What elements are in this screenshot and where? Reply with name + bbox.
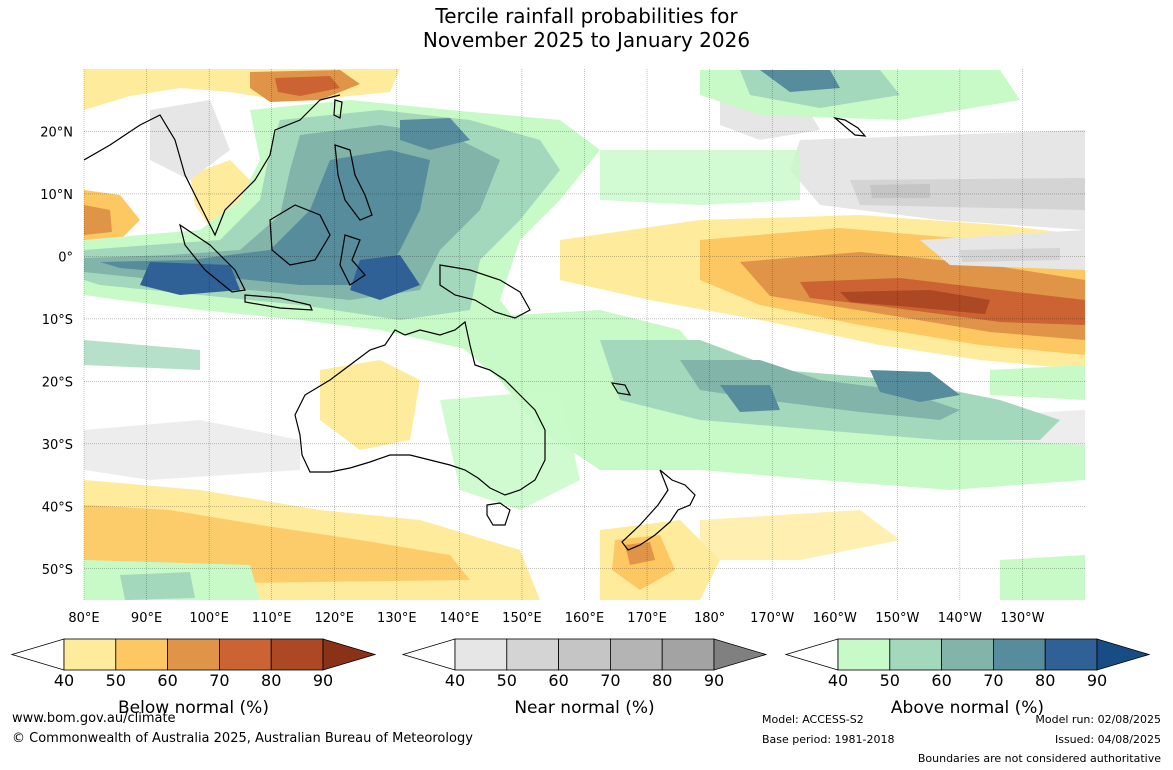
- title-line-1: Tercile rainfall probabilities for: [435, 4, 738, 28]
- longitude-label: 130°E: [377, 611, 417, 626]
- longitude-labels: 80°E 90°E 100°E 110°E 120°E 130°E 140°E 150°E 16…: [68, 611, 1044, 626]
- longitude-label: 130°W: [1000, 611, 1044, 626]
- website-text: www.bom.gov.au/climate: [12, 711, 176, 726]
- colorbar-above: 40 50 60 70 80 90 Above normal (%): [784, 638, 1151, 718]
- colorbar-segment: [993, 638, 1046, 671]
- colorbar-segment: [506, 638, 559, 671]
- issued-text: Issued: 04/08/2025: [1054, 733, 1161, 746]
- latitude-label: 0°: [58, 250, 73, 265]
- colorbar-tick-label: 90: [1087, 671, 1107, 690]
- colorbar-tick-label: 80: [1035, 671, 1055, 690]
- colorbar-segment: [610, 638, 663, 671]
- colorbar-tick-label: 90: [704, 671, 724, 690]
- longitude-label: 150°W: [875, 611, 919, 626]
- graticule: [83, 69, 1085, 600]
- longitude-label: 170°E: [627, 611, 667, 626]
- latitude-labels: 20°N 10°N 0° 10°S 20°S 30°S 40°S 50°S: [40, 125, 73, 577]
- colorbar-tick-label: 50: [880, 671, 900, 690]
- latitude-label: 10°N: [40, 188, 73, 203]
- model-text: Model: ACCESS-S2: [762, 713, 864, 726]
- colorbar-tick-label: 50: [106, 671, 126, 690]
- colorbar-near: 40 50 60 70 80 90 Near normal (%): [401, 638, 768, 718]
- latitude-label: 20°S: [42, 375, 73, 390]
- longitude-label: 110°E: [252, 611, 292, 626]
- longitude-label: 140°E: [440, 611, 480, 626]
- colorbar-tick-label: 40: [54, 671, 74, 690]
- colorbar-high-extension: [713, 638, 768, 671]
- colorbar-segment: [218, 638, 272, 671]
- tasmania-coastline: [486, 502, 511, 526]
- colorbar-title: Near normal (%): [514, 698, 654, 718]
- fiji-coastline: [610, 382, 632, 396]
- longitude-label: 150°E: [502, 611, 542, 626]
- colorbar-tick-label: 60: [548, 671, 568, 690]
- sulawesi-coastline: [339, 234, 366, 286]
- legends: 40 50 60 70 80 90 Below normal (%) 40 50 60 70 80 90…: [10, 638, 1151, 718]
- colorbar-segment: [167, 638, 220, 671]
- hawaii-coastline: [832, 116, 867, 137]
- latitude-label: 10°S: [42, 313, 73, 328]
- colorbar-tick-label: 60: [157, 671, 177, 690]
- near-normal-areas: [84, 95, 1085, 480]
- colorbar-low-extension: [401, 638, 456, 671]
- colorbar-segment: [661, 638, 715, 671]
- latitude-label: 20°N: [40, 125, 73, 140]
- base-period-text: Base period: 1981-2018: [762, 733, 895, 746]
- latitude-label: 40°S: [42, 500, 73, 515]
- colorbar-tick-label: 70: [600, 671, 620, 690]
- colorbar-segment: [837, 638, 891, 671]
- colorbar-segment: [941, 638, 994, 671]
- coastlines: [84, 94, 867, 551]
- colorbar-segment: [115, 638, 169, 671]
- title-line-2: November 2025 to January 2026: [422, 28, 751, 52]
- disclaimer-text: Boundaries are not considered authoritat…: [917, 752, 1161, 765]
- colorbar-tick-label: 40: [445, 671, 465, 690]
- new-guinea-coastline: [439, 264, 531, 319]
- borneo-coastline: [269, 204, 331, 266]
- colorbar-tick-label: 70: [209, 671, 229, 690]
- philippines-coastline: [334, 144, 373, 221]
- colorbar-tick-label: 70: [983, 671, 1003, 690]
- colorbar-title: Below normal (%): [118, 698, 269, 718]
- colorbar-tick-label: 50: [497, 671, 517, 690]
- colorbar-below: 40 50 60 70 80 90 Below normal (%): [10, 638, 377, 718]
- colorbar-low-extension: [784, 638, 839, 671]
- longitude-label: 160°E: [565, 611, 605, 626]
- colorbar-title: Above normal (%): [891, 698, 1044, 718]
- colorbar-segment: [889, 638, 942, 671]
- colorbar-segment: [1044, 638, 1098, 671]
- asia-coastline: [84, 94, 341, 237]
- longitude-label: 170°W: [750, 611, 794, 626]
- australia-coastline: [294, 320, 546, 496]
- longitude-label: 180°: [694, 611, 725, 626]
- longitude-label: 80°E: [68, 611, 99, 626]
- longitude-label: 90°E: [131, 611, 162, 626]
- colorbar-tick-label: 90: [313, 671, 333, 690]
- latitude-label: 50°S: [42, 563, 73, 578]
- longitude-label: 120°E: [314, 611, 354, 626]
- colorbar-segment: [558, 638, 611, 671]
- colorbar-low-extension: [10, 638, 65, 671]
- map-title: Tercile rainfall probabilities for Novem…: [0, 4, 1173, 52]
- java-coastline: [244, 294, 313, 311]
- colorbar-segment: [454, 638, 508, 671]
- colorbar-segment: [270, 638, 324, 671]
- colorbar-tick-label: 80: [261, 671, 281, 690]
- colorbar-high-extension: [1096, 638, 1151, 671]
- sumatra-coastline: [179, 223, 246, 293]
- model-run-text: Model run: 02/08/2025: [1035, 713, 1161, 726]
- latitude-label: 30°S: [42, 438, 73, 453]
- new-zealand-coastline: [621, 469, 696, 551]
- colorbar-segment: [63, 638, 117, 671]
- longitude-label: 100°E: [189, 611, 229, 626]
- longitude-label: 160°W: [813, 611, 857, 626]
- longitude-label: 140°W: [938, 611, 982, 626]
- colorbar-tick-label: 60: [931, 671, 951, 690]
- colorbar-tick-label: 40: [828, 671, 848, 690]
- colorbar-high-extension: [322, 638, 377, 671]
- colorbar-tick-label: 80: [652, 671, 672, 690]
- copyright-text: © Commonwealth of Australia 2025, Austra…: [12, 731, 473, 746]
